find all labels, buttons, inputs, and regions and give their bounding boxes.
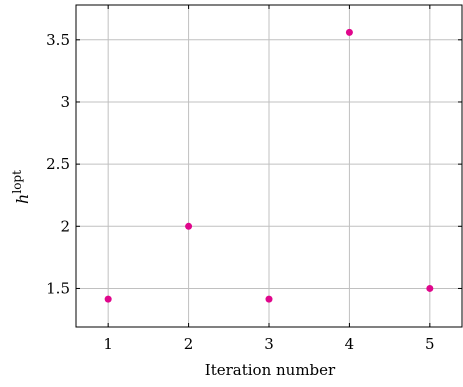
y-tick-label: 1.5 (46, 279, 70, 297)
y-axis-label-sup: lopt (10, 170, 24, 194)
x-tick-label: 3 (264, 335, 274, 353)
data-points (104, 28, 434, 303)
y-axis-label: hlopt (10, 170, 32, 204)
data-point (345, 28, 353, 36)
grid (76, 5, 462, 327)
x-axis-label: Iteration number (205, 361, 336, 379)
y-tick-label: 2 (60, 217, 70, 235)
data-point (104, 295, 112, 303)
y-axis-label-base: h (13, 194, 32, 204)
y-tick-label: 2.5 (46, 155, 70, 173)
x-tick-label: 1 (103, 335, 113, 353)
x-tick-labels: 1 2 3 4 5 (103, 335, 434, 353)
y-tick-label: 3 (60, 93, 70, 111)
x-tick-label: 4 (345, 335, 355, 353)
y-tick-label: 3.5 (46, 31, 70, 49)
x-tick-label: 2 (184, 335, 194, 353)
data-point (426, 284, 434, 292)
y-tick-labels: 1.5 2 2.5 3 3.5 (46, 31, 70, 298)
data-point (185, 222, 193, 230)
x-tick-label: 5 (425, 335, 435, 353)
tick-marks (76, 5, 462, 327)
data-point (265, 295, 273, 303)
